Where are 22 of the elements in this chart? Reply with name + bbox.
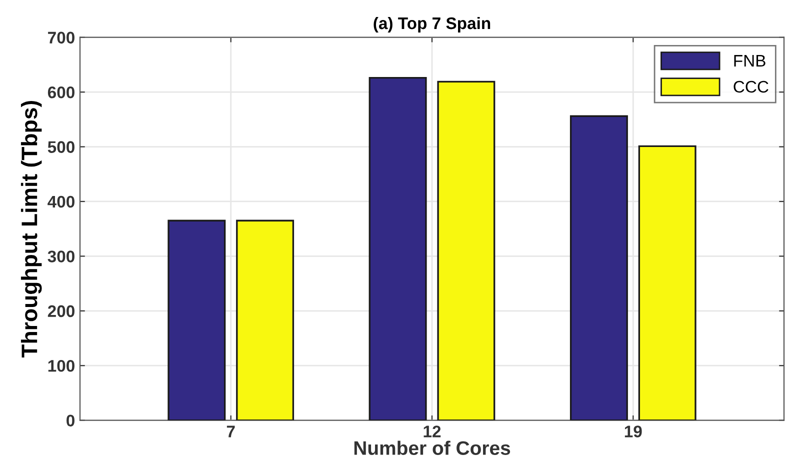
y-tick-label: 600	[48, 86, 74, 98]
bar	[638, 145, 696, 420]
y-tick-label: 300	[48, 250, 74, 262]
y-tick-label: 400	[48, 196, 74, 208]
y-tick-label: 100	[48, 360, 74, 372]
x-tick-label: 12	[424, 426, 441, 438]
x-tick-label: 19	[624, 426, 642, 438]
y-axis-title: Throughput Limit (Tbps)	[20, 100, 42, 358]
legend-label: CCC	[734, 80, 768, 93]
x-axis-title: Number of Cores	[354, 440, 510, 455]
y-tick-label: 0	[66, 414, 74, 427]
bar	[437, 80, 496, 420]
chart-title: (a) Top 7 Spain	[374, 16, 490, 32]
bar	[236, 220, 294, 420]
y-tick-label: 700	[48, 32, 74, 44]
bar	[168, 220, 226, 420]
legend-label: FNB	[734, 55, 766, 67]
bar	[368, 77, 427, 420]
bar	[570, 115, 628, 420]
x-tick-label: 7	[226, 426, 235, 438]
y-tick-label: 500	[48, 141, 74, 153]
y-tick-label: 200	[48, 305, 74, 318]
